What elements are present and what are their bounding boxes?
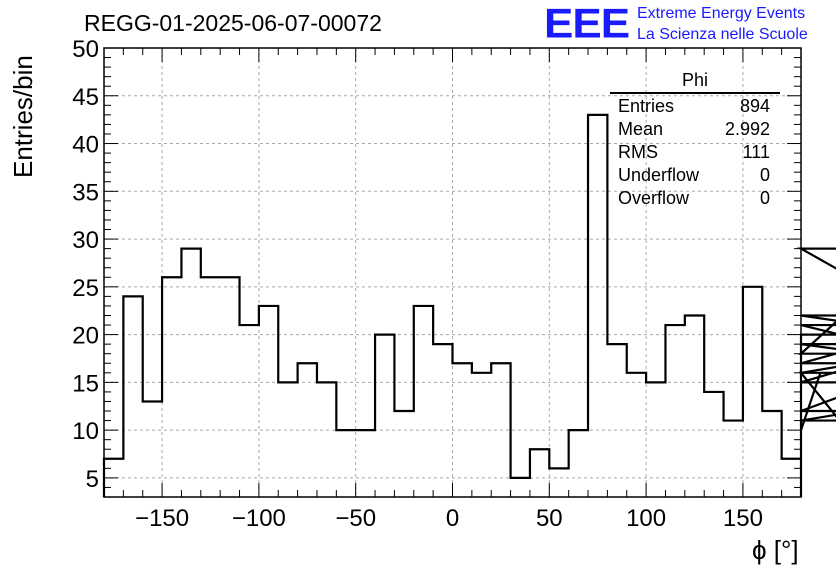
histogram-bar [665, 325, 684, 497]
histogram-bars [102, 113, 836, 497]
histogram-bar [278, 382, 297, 497]
histogram-bar [201, 277, 220, 497]
histogram-bar [453, 363, 472, 497]
stats-row-overflow: Overflow 0 [610, 187, 780, 210]
x-tick-label: 150 [723, 505, 763, 532]
histogram-bar [356, 430, 375, 497]
tick-labels: −150 −100 −50 0 50 100 150 5 10 15 20 25 30 35 40 45 50 [72, 36, 763, 532]
y-axis-label: Entries/bin [8, 55, 38, 178]
stats-label: RMS [618, 142, 658, 162]
histogram-outline [102, 113, 836, 497]
x-axis-label: ϕ [°] [752, 535, 799, 565]
stats-row-rms: RMS 111 [610, 141, 780, 164]
chart-title: REGG-01-2025-06-07-00072 [84, 10, 382, 36]
x-tick-label: −150 [135, 505, 189, 532]
histogram-bar [472, 373, 491, 497]
x-tick-label: 0 [446, 505, 459, 532]
y-tick-label: 30 [72, 227, 99, 254]
histogram-bar [530, 449, 549, 497]
stats-value: 0 [759, 188, 770, 208]
y-tick-label: 10 [72, 418, 99, 445]
stats-title: Phi [681, 70, 708, 90]
histogram-bar [298, 363, 317, 497]
histogram-bar [743, 287, 762, 497]
stats-label: Mean [618, 119, 664, 139]
stats-box: Phi Entries 894 Mean 2.992 RMS 111 Under… [610, 70, 780, 210]
histogram-bar [123, 296, 142, 497]
y-tick-label: 45 [72, 84, 99, 111]
stats-label: Entries [618, 96, 675, 116]
stats-row-mean: Mean 2.992 [610, 118, 780, 141]
stats-row-entries: Entries 894 [610, 95, 780, 118]
y-tick-label: 15 [72, 370, 99, 397]
histogram-bar [491, 363, 510, 497]
stats-value: 0 [759, 165, 770, 185]
histogram-bar [375, 335, 394, 497]
stats-value: 2.992 [724, 119, 770, 139]
histogram-bar [762, 411, 781, 497]
histogram-bar [336, 430, 355, 497]
y-tick-label: 20 [72, 323, 99, 350]
histogram-bar [569, 430, 588, 497]
histogram-bar [511, 478, 530, 497]
histogram-bar [317, 382, 336, 497]
histogram-bar [433, 344, 452, 497]
x-tick-label: 50 [536, 505, 563, 532]
logo-line-2: La Scienza nelle Scuole [637, 26, 808, 43]
histogram-bar [220, 277, 239, 497]
histogram-bar [646, 382, 665, 497]
histogram-bar [607, 344, 626, 497]
x-tick-label: −100 [232, 505, 286, 532]
x-tick-label: 100 [626, 505, 666, 532]
stats-value: 111 [742, 142, 770, 162]
x-tick-label: −50 [335, 505, 376, 532]
histogram-bar [724, 421, 743, 497]
y-tick-label: 50 [72, 36, 99, 63]
stats-row-underflow: Underflow 0 [610, 164, 780, 187]
histogram-bar [704, 392, 723, 497]
histogram-bar [240, 325, 259, 497]
stats-divider [610, 92, 780, 94]
histogram-bar [685, 315, 704, 497]
y-tick-label: 5 [86, 466, 99, 493]
histogram-bar [549, 468, 568, 497]
histogram-bar [627, 373, 646, 497]
stats-label: Underflow [618, 165, 700, 185]
stats-value: 894 [739, 96, 770, 116]
axis-ticks [103, 47, 802, 498]
logo-line-1: Extreme Energy Events [637, 5, 806, 22]
histogram-bar [181, 249, 200, 497]
histogram-bar [259, 306, 278, 497]
histogram-bar [394, 411, 413, 497]
histogram-bar [143, 401, 162, 497]
histogram-bar [588, 115, 607, 497]
eee-logo-text: Extreme Energy Events La Scienza nelle S… [637, 3, 808, 45]
histogram-bar [414, 306, 433, 497]
stats-label: Overflow [618, 188, 690, 208]
eee-logo: EEE [544, 0, 630, 47]
y-tick-label: 35 [72, 179, 99, 206]
y-tick-label: 40 [72, 132, 99, 159]
y-tick-label: 25 [72, 275, 99, 302]
histogram-bar [162, 277, 181, 497]
